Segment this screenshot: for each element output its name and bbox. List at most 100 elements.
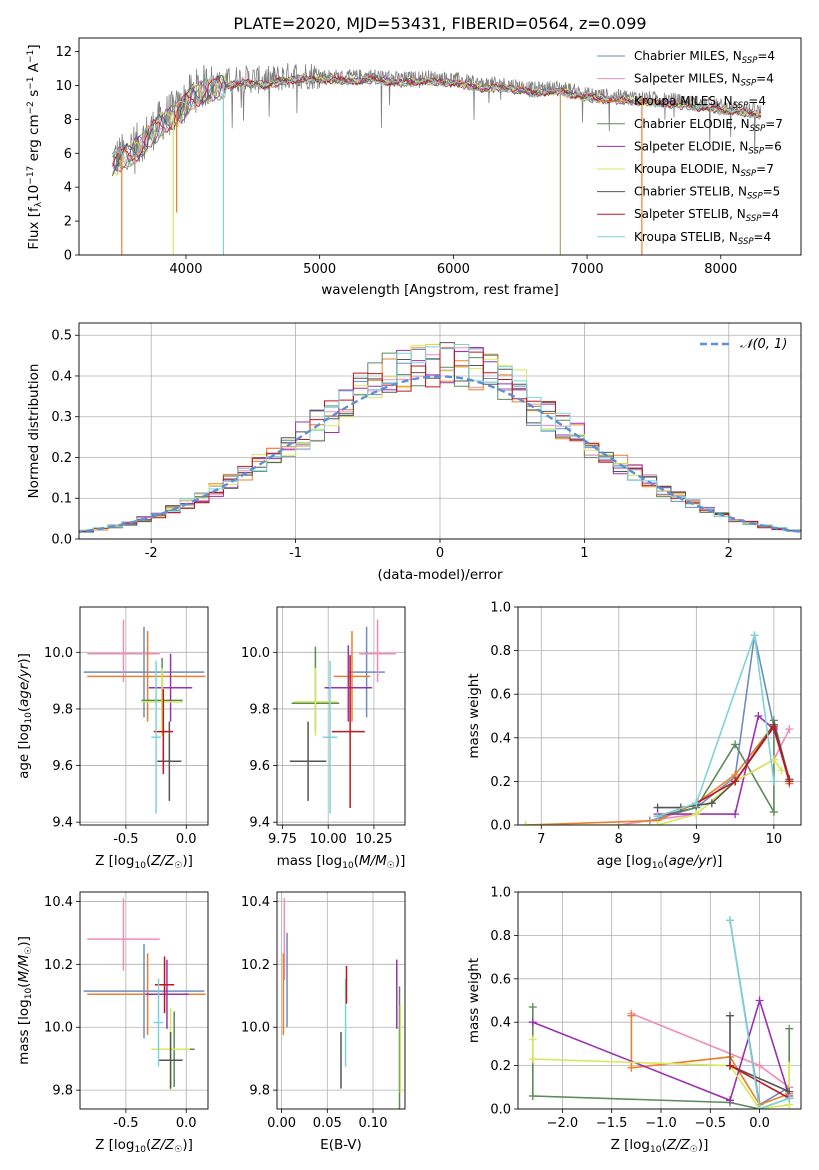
legend-entry: Salpeter MILES, NSSP=4 <box>634 72 774 89</box>
y-tick-label: 0.2 <box>490 775 511 790</box>
label-part: Z/Z <box>150 1137 175 1153</box>
y-tick-label: 12 <box>55 45 72 60</box>
x-tick-label: 10.00 <box>310 832 347 847</box>
model-spectrum <box>111 74 761 168</box>
weight-marker <box>731 777 740 786</box>
label-part: ☉ <box>690 1145 698 1155</box>
label-part: Z [log <box>611 1137 650 1153</box>
x-tick-label: 8 <box>615 832 623 847</box>
age_vs_mass-frame <box>276 606 406 826</box>
label-part: Z/Z <box>666 1137 691 1153</box>
weight-marker <box>528 1018 537 1027</box>
weight_vs_z-lines <box>528 916 794 1109</box>
label-part: Z [log <box>95 1137 134 1153</box>
y-tick-label: 10.4 <box>44 895 73 910</box>
weight-marker <box>785 777 794 786</box>
y-tick-label: 10.4 <box>241 895 270 910</box>
label-part: Normed distribution <box>26 364 42 499</box>
x-tick-label: 0.0 <box>176 832 197 847</box>
spectrum-xlabel: wavelength [Angstrom, rest frame] <box>321 282 559 298</box>
label-part: Z/Z <box>150 853 175 869</box>
y-tick-label: 4 <box>64 181 72 196</box>
label-part: age/yr <box>669 853 714 869</box>
weight-marker <box>528 1055 537 1064</box>
x-tick-label: 0.0 <box>176 1116 197 1131</box>
label-part: ( <box>663 853 668 869</box>
label-part: ☉ <box>387 861 395 871</box>
label-part: erg cm <box>26 114 42 165</box>
legend-label: Salpeter MILES, N <box>634 72 741 86</box>
y-tick-label: 10.0 <box>241 1021 270 1036</box>
y-tick-label: 0.2 <box>51 451 72 466</box>
weight-line <box>657 635 775 818</box>
residuals-xlabel: (data-model)/error <box>377 567 503 583</box>
legend-entry: Chabrier STELIB, NSSP=5 <box>634 185 780 202</box>
legend-entry: Kroupa ELODIE, NSSP=7 <box>634 162 774 179</box>
label-part: s <box>26 90 42 101</box>
weight-marker <box>755 1061 764 1070</box>
age_vs_z-errorbars <box>83 619 206 814</box>
x-tick-label: 0.10 <box>359 1116 388 1131</box>
label-part: A <box>26 62 42 76</box>
label-part: wavelength [Angstrom, rest frame] <box>321 282 559 298</box>
model-spectrum <box>111 74 762 165</box>
y-tick-label: 0.0 <box>490 1103 511 1118</box>
weight-marker <box>726 1096 735 1105</box>
legend-label: Chabrier STELIB, N <box>634 185 747 199</box>
age_vs_mass-plot-area <box>277 607 405 825</box>
x-tick-label: -0.5 <box>113 832 138 847</box>
legend-sub: SSP <box>750 124 766 134</box>
legend-rest: =4 <box>748 94 766 108</box>
y-tick-label: 0.1 <box>51 492 72 507</box>
legend-entry: Salpeter ELODIE, NSSP=6 <box>634 139 782 156</box>
label-part: mass [log <box>277 853 343 869</box>
y-tick-label: 9.8 <box>249 702 270 717</box>
label-part: 10 <box>652 861 664 871</box>
label-part: age [log <box>597 853 652 869</box>
y-tick-label: 0.5 <box>51 329 72 344</box>
y-tick-label: 0.6 <box>490 972 511 987</box>
legend-rest: =5 <box>763 185 781 199</box>
weight_vs_age-frame <box>517 606 802 826</box>
spectrum-lines <box>111 62 762 255</box>
legend-label: Salpeter STELIB, N <box>634 207 746 221</box>
label-part: ☉ <box>174 1145 182 1155</box>
label-part: )] <box>16 653 32 664</box>
weight-marker <box>726 916 735 925</box>
legend-sub: SSP <box>733 101 749 111</box>
weight-marker <box>755 1105 764 1109</box>
x-tick-label: −1.5 <box>596 1116 628 1131</box>
weight-marker <box>755 996 764 1005</box>
y-tick-label: 9.6 <box>52 759 73 774</box>
label-part: −1 <box>26 76 36 89</box>
label-part: )] <box>182 853 193 869</box>
residual-histogram <box>79 344 801 534</box>
y-tick-label: 8 <box>64 113 72 128</box>
weight_vs_age-lines <box>521 631 794 825</box>
label-part: M/M <box>16 954 32 982</box>
y-tick-label: 10.0 <box>241 646 270 661</box>
x-tick-label: -2 <box>145 546 158 561</box>
weight-line <box>695 725 791 804</box>
x-tick-label: -0.5 <box>113 1116 138 1131</box>
label-part: 10 <box>650 1145 662 1155</box>
legend-entry: Kroupa STELIB, NSSP=4 <box>634 230 771 247</box>
label-part: )] <box>182 1137 193 1153</box>
y-tick-label: 1.0 <box>490 601 511 616</box>
legend-sub: SSP <box>747 192 763 202</box>
weight-marker <box>528 1035 537 1044</box>
y-tick-label: 0.8 <box>490 929 511 944</box>
weight-marker <box>785 1061 794 1070</box>
weight-line <box>729 920 790 1109</box>
label-part: 10 <box>134 1145 146 1155</box>
label-part: ☉ <box>174 861 182 871</box>
y-tick-label: 9.8 <box>52 1084 73 1099</box>
x-tick-label: 5000 <box>303 262 336 277</box>
legend-sub: SSP <box>741 79 757 89</box>
x-tick-label: 4000 <box>169 262 202 277</box>
age_vs_mass-axes: 9.75 10.00 10.25 9.4 9.6 9.8 10.0 <box>241 607 405 847</box>
x-tick-label: 0.00 <box>267 1116 296 1131</box>
weight-line <box>525 758 783 825</box>
weight_vs_age-xlabel: age [log10(age/yr)] <box>597 853 723 871</box>
